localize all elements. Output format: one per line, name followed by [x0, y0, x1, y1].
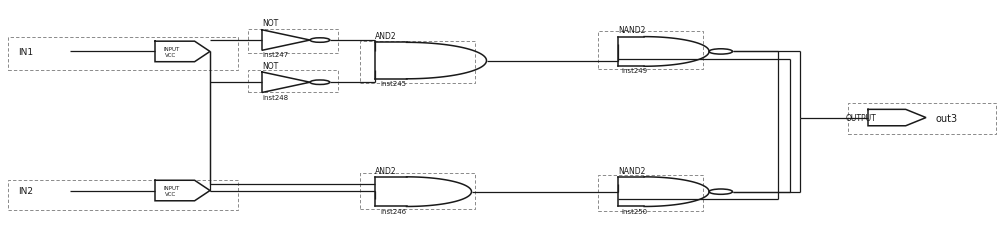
Text: inst248: inst248 [262, 94, 288, 100]
Text: NAND2: NAND2 [618, 166, 645, 175]
Text: NOT: NOT [262, 20, 278, 28]
Text: INPUT: INPUT [163, 47, 179, 52]
Text: OUTPUT: OUTPUT [846, 114, 877, 123]
Text: INPUT: INPUT [163, 185, 179, 190]
Text: inst247: inst247 [262, 52, 288, 58]
Text: IN2: IN2 [18, 186, 33, 195]
Text: out3: out3 [936, 113, 958, 123]
Text: inst246: inst246 [380, 208, 406, 214]
Text: NAND2: NAND2 [618, 26, 645, 35]
Text: NOT: NOT [262, 62, 278, 70]
Bar [360, 42, 475, 84]
Text: inst250: inst250 [621, 208, 647, 214]
Text: VCC: VCC [165, 192, 176, 197]
Text: VCC: VCC [165, 53, 176, 58]
Text: IN1: IN1 [18, 48, 33, 57]
Bar [598, 175, 703, 211]
Bar [8, 37, 238, 70]
Bar [248, 70, 338, 93]
Bar [360, 173, 475, 209]
Text: inst249: inst249 [621, 68, 647, 74]
Bar [848, 103, 996, 134]
Bar [248, 30, 338, 53]
Bar [8, 180, 238, 210]
Text: inst245: inst245 [380, 81, 406, 86]
Bar [598, 32, 703, 69]
Text: AND2: AND2 [375, 166, 397, 175]
Text: AND2: AND2 [375, 32, 397, 41]
